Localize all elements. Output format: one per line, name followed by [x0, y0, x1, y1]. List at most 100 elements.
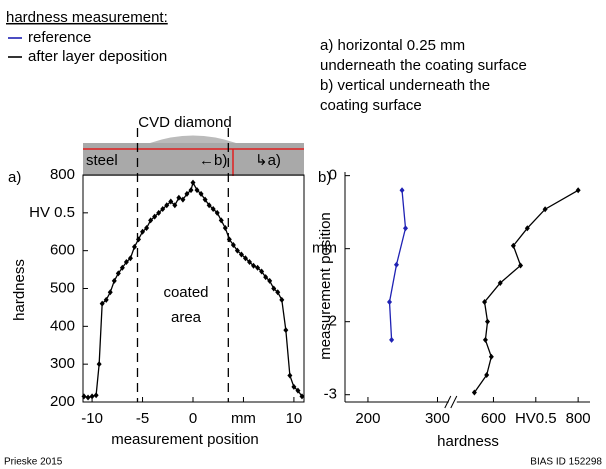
data-point	[291, 383, 297, 390]
footer: BIAS ID 152298	[530, 457, 602, 468]
x-tick-label: -10	[81, 410, 103, 427]
data-point	[403, 225, 409, 232]
data-point	[399, 187, 405, 194]
data-point	[81, 393, 87, 400]
annotation: area	[171, 309, 202, 326]
y-tick-label: -2	[324, 313, 337, 330]
y-axis-title: measurement position	[317, 212, 334, 360]
legend-label: after layer deposition	[28, 48, 167, 65]
data-point	[93, 392, 99, 399]
data-point	[524, 225, 530, 232]
data-point	[471, 389, 477, 396]
y-tick-label: 0	[329, 167, 337, 184]
diamond-layer	[150, 135, 236, 143]
data-point	[188, 187, 194, 194]
data-point	[103, 296, 109, 303]
data-point	[172, 202, 178, 209]
x-tick-label: 10	[286, 410, 303, 427]
legend-title: hardness measurement:	[6, 9, 168, 26]
data-point	[127, 255, 133, 262]
data-point	[497, 279, 503, 286]
x-tick-label: mm	[231, 410, 256, 427]
data-point	[485, 318, 491, 325]
data-point	[393, 261, 399, 268]
schematic-title: CVD diamond	[138, 114, 231, 131]
note: underneath the coating surface	[320, 57, 527, 74]
x-tick-label: 0	[189, 410, 197, 427]
data-point	[263, 274, 269, 281]
legend: reference after layer deposition	[8, 29, 167, 65]
data-point	[152, 213, 158, 220]
x-tick-label: -5	[136, 410, 149, 427]
data-point	[184, 190, 190, 197]
data-point	[96, 361, 102, 368]
legend-label: reference	[28, 29, 91, 46]
data-point	[299, 393, 305, 400]
data-point	[148, 217, 154, 224]
y-tick-label: 600	[50, 242, 75, 259]
footer: Prieske 2015	[4, 457, 63, 468]
data-point	[107, 289, 113, 296]
data-point	[115, 270, 121, 277]
data-point	[234, 247, 240, 254]
data-point	[160, 206, 166, 213]
data-point	[144, 224, 150, 231]
data-point	[119, 264, 125, 271]
data-point	[164, 202, 170, 209]
y-tick-label: 500	[50, 279, 75, 296]
note: coating surface	[320, 97, 422, 114]
data-point	[230, 241, 236, 248]
panel-label: b)	[318, 169, 331, 186]
y-tick-label: -3	[324, 386, 337, 403]
note: b) vertical underneath the	[320, 77, 490, 94]
y-tick-label: 400	[50, 317, 75, 334]
data-point	[85, 394, 91, 401]
x-tick-label: 600	[481, 410, 506, 427]
data-point	[518, 262, 524, 269]
x-axis-title: measurement position	[111, 431, 259, 448]
data-point	[510, 242, 516, 249]
data-point	[238, 251, 244, 258]
data-point	[271, 285, 277, 292]
data-point	[488, 353, 494, 360]
schematic-label: ↳a)	[255, 152, 281, 169]
data-point	[99, 300, 105, 307]
data-point	[222, 224, 228, 231]
data-point	[275, 289, 281, 296]
data-point	[542, 206, 548, 213]
data-point	[389, 336, 395, 343]
y-tick-label: 200	[50, 393, 75, 410]
panel-label: a)	[8, 169, 21, 186]
data-point	[259, 268, 265, 275]
data-point	[283, 327, 289, 334]
data-point	[218, 217, 224, 224]
schematic-label: steel	[86, 152, 118, 169]
data-point	[484, 371, 490, 378]
data-point	[123, 259, 129, 266]
data-point	[251, 262, 257, 269]
x-tick-label: 300	[425, 410, 450, 427]
y-tick-label: HV 0.5	[29, 204, 75, 221]
x-tick-label: 800	[566, 410, 591, 427]
y-axis-title: hardness	[11, 259, 28, 321]
x-tick-label: HV0.5	[515, 410, 557, 427]
data-point	[176, 194, 182, 201]
data-point	[279, 296, 285, 303]
y-tick-label: 300	[50, 355, 75, 372]
data-point	[247, 259, 253, 266]
data-point	[202, 196, 208, 203]
y-tick-label: mm	[312, 240, 337, 257]
y-tick-label: 800	[50, 166, 75, 183]
x-tick-label: 200	[355, 410, 380, 427]
annotation: coated	[163, 284, 208, 301]
data-point	[226, 236, 232, 243]
data-point	[140, 228, 146, 235]
data-point	[214, 209, 220, 216]
axis-break	[444, 395, 452, 409]
note: a) horizontal 0.25 mm	[320, 37, 465, 54]
data-point	[255, 264, 261, 271]
data-point	[194, 187, 200, 194]
data-point	[156, 209, 162, 216]
x-axis-title: hardness	[437, 433, 499, 450]
data-point	[575, 187, 581, 194]
